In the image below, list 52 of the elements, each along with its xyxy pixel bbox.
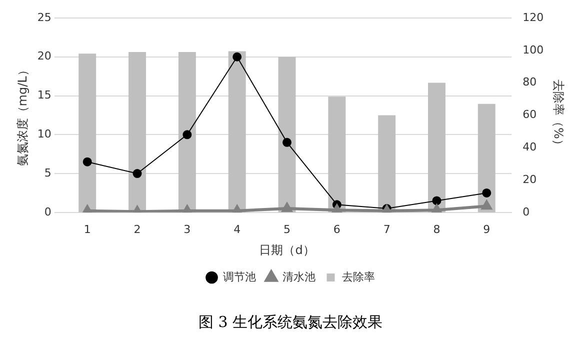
legend-label: 清水池 <box>282 270 316 284</box>
x-tick-label: 9 <box>483 222 490 236</box>
bar <box>478 104 496 212</box>
y2-tick-label: 80 <box>522 76 537 89</box>
x-tick-label: 3 <box>184 222 191 236</box>
bar <box>128 52 146 212</box>
point <box>432 196 442 206</box>
bar <box>328 96 346 212</box>
point <box>482 188 492 198</box>
point <box>182 130 192 140</box>
y-tick-label: 15 <box>37 88 52 102</box>
point <box>432 204 442 212</box>
y2-axis-title: 去除率（%） <box>552 79 566 151</box>
legend-label: 去除率 <box>342 270 375 284</box>
point <box>282 203 292 212</box>
x-tick-label: 5 <box>284 222 290 236</box>
x-tick-label: 7 <box>383 222 390 236</box>
x-axis-title: 日期（d） <box>259 242 315 257</box>
point <box>232 205 242 212</box>
bar <box>428 82 446 212</box>
bar <box>178 52 196 212</box>
y2-tick-label: 120 <box>522 10 544 24</box>
x-tick-label: 2 <box>134 222 141 236</box>
x-tick-label: 4 <box>234 222 241 236</box>
y-tick-label: 25 <box>37 10 52 24</box>
point <box>82 157 92 166</box>
x-tick-label: 1 <box>84 222 91 236</box>
y2-tick-label: 0 <box>522 205 530 218</box>
y2-tick-label: 60 <box>522 108 537 122</box>
bar <box>278 56 296 212</box>
point <box>482 200 492 210</box>
y2-tick-label: 100 <box>522 43 544 56</box>
y-tick-label: 0 <box>44 205 52 218</box>
y-tick-label: 5 <box>44 166 52 180</box>
point <box>82 205 92 212</box>
point <box>232 52 242 62</box>
bar <box>78 54 96 212</box>
y-tick-label: 10 <box>37 128 52 140</box>
x-tick-label: 6 <box>333 222 340 236</box>
y2-tick-label: 20 <box>522 172 537 186</box>
y-tick-label: 20 <box>37 50 52 63</box>
point <box>182 205 192 212</box>
point <box>132 169 142 178</box>
point <box>332 204 342 212</box>
caption: 图 3 生化系统氨氮去除效果 <box>197 313 384 332</box>
y-axis-title: 氨氮浓度（mg/L） <box>15 64 30 166</box>
x-tick-label: 8 <box>433 222 440 236</box>
bar <box>378 115 396 212</box>
bar <box>228 51 246 212</box>
y2-tick-label: 40 <box>522 140 537 154</box>
legend-label: 调节池 <box>222 270 256 284</box>
point <box>282 138 292 147</box>
